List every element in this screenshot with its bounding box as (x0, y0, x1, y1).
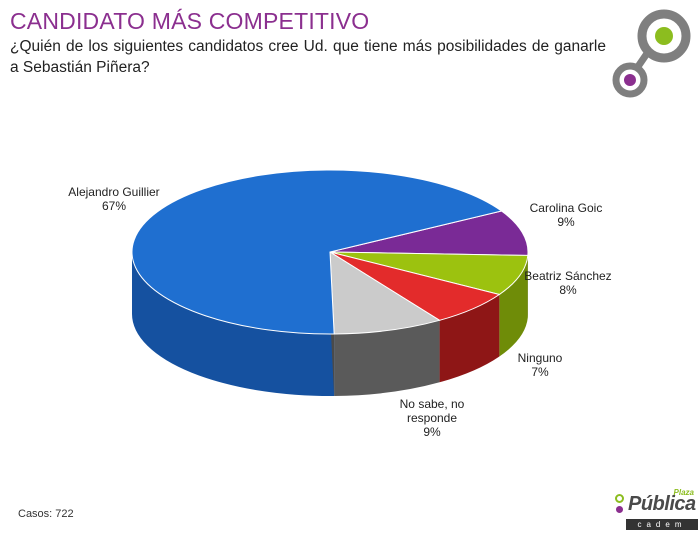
slice-label-alejandro-guillier: Alejandro Guillier 67% (68, 185, 159, 213)
pie-side-no-sabe-no-responde (334, 320, 440, 396)
pie-tops (131, 169, 529, 335)
logo-wordmark: Pública (628, 493, 696, 515)
cases-note: Casos: 722 (18, 508, 74, 520)
logo-subtitle: cadem (626, 519, 698, 530)
slice-label-ninguno: Ninguno 7% (518, 351, 563, 379)
survey-question: ¿Quién de los siguientes candidatos cree… (10, 38, 606, 76)
slice-label-no-sabe-no-responde: No sabe, no responde 9% (400, 397, 465, 439)
slice-label-carolina-goic: Carolina Goic 9% (530, 201, 603, 229)
pie-side-beatriz-s-nchez (499, 255, 528, 357)
pie-slice-no-sabe-no-responde (329, 251, 441, 335)
decorative-rings-icon (612, 9, 691, 98)
page-title: CANDIDATO MÁS COMPETITIVO (10, 8, 370, 34)
pie-slice-alejandro-guillier (131, 169, 503, 335)
logo-dot-icon (616, 506, 623, 513)
pie-slice-beatriz-s-nchez (329, 251, 529, 296)
pie-slice-carolina-goic (329, 210, 529, 256)
logo-tag: Plaza (673, 488, 694, 497)
logo-ring-icon (615, 494, 624, 503)
pie-side-ninguno (439, 294, 500, 383)
pie-labels: Alejandro Guillier 67% Carolina Goic 9% Beat… (68, 185, 611, 439)
plaza-publica-logo: Pública Plaza cadem (612, 488, 700, 532)
slice-label-beatriz-s-nchez: Beatriz Sánchez 8% (524, 269, 611, 297)
